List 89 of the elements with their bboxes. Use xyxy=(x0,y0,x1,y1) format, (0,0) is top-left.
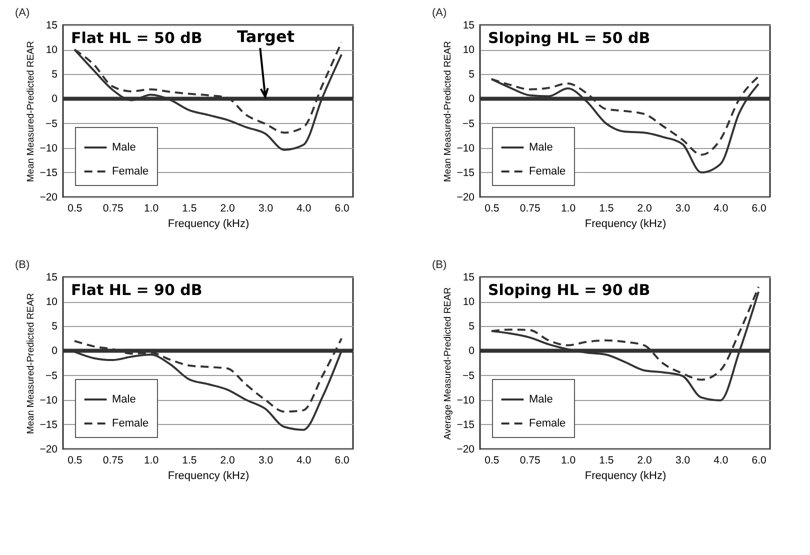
legend-label: Male xyxy=(112,142,136,154)
x-tick-label: 0.75 xyxy=(102,454,124,466)
x-tick-label: 3.0 xyxy=(258,202,274,214)
annotation: Target xyxy=(237,27,295,46)
x-tick-label: 2.0 xyxy=(637,202,652,214)
y-tick-label: −10 xyxy=(456,142,475,154)
legend-label: Female xyxy=(112,166,149,178)
y-tick-label: −10 xyxy=(456,394,475,406)
x-tick-label: 6.0 xyxy=(334,202,350,214)
y-tick-label: −20 xyxy=(456,444,475,456)
x-axis-title: Frequency (kHz) xyxy=(584,218,666,230)
y-tick-label: −15 xyxy=(40,166,58,179)
y-tick-label: 5 xyxy=(468,68,475,81)
legend-label: Male xyxy=(529,142,553,154)
x-tick-label: 6.0 xyxy=(334,454,350,466)
x-tick-label: 4.0 xyxy=(296,454,312,466)
y-tick-label: 0 xyxy=(52,93,58,106)
legend-label: Female xyxy=(529,418,566,430)
y-axis-title: Mean Measured-Predicted REAR xyxy=(442,40,454,182)
y-tick-label: 10 xyxy=(462,296,475,308)
x-tick-label: 0.5 xyxy=(484,454,500,466)
x-tick-label: 0.75 xyxy=(520,202,540,214)
x-tick-label: 2.0 xyxy=(637,454,652,466)
y-tick-label: −20 xyxy=(40,192,58,204)
chart-title: Flat HL = 90 dB xyxy=(71,281,202,299)
y-tick-label: −5 xyxy=(46,118,58,130)
x-tick-label: 1.0 xyxy=(560,454,576,466)
y-tick-label: −5 xyxy=(462,370,475,382)
x-axis-title: Frequency (kHz) xyxy=(584,470,666,482)
x-tick-label: 3.0 xyxy=(675,454,690,466)
x-tick-label: 1.5 xyxy=(599,454,614,466)
x-tick-label: 0.5 xyxy=(68,454,82,466)
x-tick-label: 1.0 xyxy=(144,454,159,466)
text: (B) xyxy=(15,259,30,271)
y-tick-label: 10 xyxy=(462,44,475,56)
y-tick-label: 15 xyxy=(46,272,58,284)
chart-title: Sloping HL = 90 dB xyxy=(488,281,650,299)
y-tick-label: −15 xyxy=(456,166,475,179)
legend-label: Male xyxy=(529,394,553,406)
x-tick-label: 1.5 xyxy=(182,202,197,214)
y-tick-label: 0 xyxy=(468,93,475,106)
y-tick-label: −5 xyxy=(46,370,58,382)
y-tick-label: −20 xyxy=(456,192,475,204)
y-tick-label: 5 xyxy=(52,320,58,333)
y-tick-label: 0 xyxy=(468,345,475,358)
x-tick-label: 1.0 xyxy=(144,202,159,214)
y-tick-label: −20 xyxy=(40,444,58,456)
text: (A) xyxy=(432,7,447,19)
legend-label: Female xyxy=(529,166,566,178)
y-tick-label: 15 xyxy=(462,272,475,284)
y-tick-label: −5 xyxy=(462,118,475,130)
y-tick-label: 15 xyxy=(46,20,58,32)
y-tick-label: −10 xyxy=(40,142,58,154)
x-tick-label: 0.5 xyxy=(68,202,82,214)
y-tick-label: 10 xyxy=(46,296,58,308)
x-tick-label: 1.5 xyxy=(599,202,614,214)
y-axis-title: Average Measured-Predicted REAR xyxy=(442,287,454,440)
x-tick-label: 0.5 xyxy=(484,202,500,214)
x-tick-label: 4.0 xyxy=(714,454,728,466)
y-tick-label: 5 xyxy=(52,68,58,81)
text: (A) xyxy=(15,7,30,19)
x-tick-label: 3.0 xyxy=(258,454,274,466)
y-tick-label: −15 xyxy=(40,418,58,431)
x-tick-label: 1.5 xyxy=(182,454,197,466)
x-tick-label: 1.0 xyxy=(560,202,576,214)
x-tick-label: 0.75 xyxy=(520,454,540,466)
y-axis-title: Mean Measured-Predicted REAR xyxy=(26,292,37,434)
chart-title: Sloping HL = 50 dB xyxy=(488,29,650,47)
x-tick-label: 4.0 xyxy=(296,202,312,214)
legend-label: Male xyxy=(112,394,136,406)
text: (B) xyxy=(432,259,447,271)
x-tick-label: 4.0 xyxy=(714,202,728,214)
y-tick-label: 5 xyxy=(468,320,475,333)
y-tick-label: 10 xyxy=(46,44,58,56)
y-tick-label: 0 xyxy=(52,345,58,358)
x-tick-label: 3.0 xyxy=(675,202,690,214)
chart-title: Flat HL = 50 dB xyxy=(71,29,202,47)
y-tick-label: −15 xyxy=(456,418,475,431)
x-tick-label: 2.0 xyxy=(220,454,236,466)
x-tick-label: 6.0 xyxy=(752,202,767,214)
y-tick-label: 15 xyxy=(462,20,475,32)
x-tick-label: 6.0 xyxy=(752,454,767,466)
x-axis-title: Frequency (kHz) xyxy=(168,218,250,230)
y-tick-label: −10 xyxy=(40,394,58,406)
x-tick-label: 0.75 xyxy=(102,202,124,214)
y-axis-title: Mean Measured-Predicted REAR xyxy=(26,40,37,182)
x-axis-title: Frequency (kHz) xyxy=(168,470,250,482)
x-tick-label: 2.0 xyxy=(220,202,236,214)
legend-label: Female xyxy=(112,418,149,430)
